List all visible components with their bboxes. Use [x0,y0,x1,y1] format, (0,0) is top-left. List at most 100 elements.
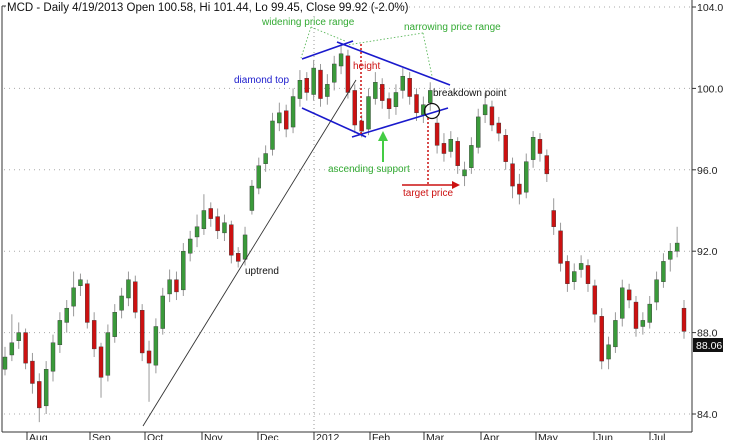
candle-body [373,82,378,99]
y-tick-label: 100.0 [697,83,723,95]
candle-body [222,222,227,234]
candle [380,78,385,109]
target-arrow-head-icon [452,181,460,189]
y-axis: 104.0 100.0 96.0 92.0 88.0 84.0 [692,2,723,421]
candle [194,214,200,248]
range-guides [300,26,433,77]
candle [78,273,83,296]
candle-body [585,265,591,284]
candle [626,283,632,309]
candle-body [112,312,117,337]
candle [352,84,357,134]
candle-body [146,350,152,364]
x-tick-label: Sep [92,432,111,440]
candle [386,92,392,119]
candle [434,116,440,154]
candle-body [23,332,28,364]
candle [428,82,433,111]
candle [524,153,529,199]
x-tick-label: May [538,432,559,440]
candle [153,318,159,374]
candle-body [174,279,179,293]
candle-body [85,283,90,323]
candle [235,247,241,268]
candle [167,269,172,303]
candle-body [393,92,399,107]
candle [469,137,474,174]
candle-body [476,116,481,148]
candle [105,324,111,382]
candle-body [201,210,207,230]
candle [208,202,213,227]
candle [620,279,625,327]
target-price-label: target price [403,188,453,199]
candle-body [441,143,447,154]
candle-body [50,342,56,372]
candle-body [626,289,632,301]
candle [517,173,522,205]
candle [668,243,673,272]
candle [50,334,56,382]
narrowing-range-label: narrowing price range [404,22,501,33]
candle-body [270,120,275,150]
candles [2,45,687,423]
candle [400,68,405,99]
candle-body [510,163,515,187]
candle [277,102,282,132]
candle [146,340,152,402]
candle-body [668,250,673,260]
candle [599,308,604,370]
candle-body [647,303,652,323]
candle-body [277,112,282,124]
candle-body [263,153,268,164]
candle [139,304,145,362]
x-tick-label: Feb [372,432,390,440]
candle-body [208,208,213,219]
candle-body [407,78,412,97]
candle-body [503,135,508,162]
candle-body [345,55,351,93]
x-tick-label: Dec [260,432,279,440]
candle [661,253,666,288]
diamond-top-label: diamond top [234,75,289,86]
y-tick-label: 88.0 [697,328,718,340]
candle-body [352,90,357,126]
candle [455,137,460,174]
candle-body [496,122,502,134]
candle-body [215,216,220,232]
ascending-support-label: ascending support [328,164,410,175]
candle [98,342,104,398]
diamond-pattern [301,40,451,138]
uptrend-line [142,79,357,427]
candle-body [37,381,42,409]
candle [448,131,454,158]
candle [133,275,138,319]
candle [64,300,69,333]
candle [633,295,639,337]
candle-body [572,271,577,282]
candle-body [78,279,83,286]
candle [572,263,577,290]
candle [126,271,131,307]
y-tick-label: 92.0 [697,246,718,258]
candle-body [462,169,467,177]
candle [30,352,35,394]
candle-body [380,84,385,101]
candle [16,322,21,349]
candle-body [91,320,97,350]
x-tick-label: Jul [652,432,665,440]
candle [606,336,611,370]
candle-body [332,63,337,83]
candle [9,314,15,362]
breakdown-label: breakdown point [433,88,507,99]
candle-body [599,316,604,362]
candle-body [681,307,687,332]
candle [174,271,179,301]
candle [37,373,42,423]
candle-body [524,161,529,193]
candle-body [544,155,550,175]
candle-body [235,253,241,262]
candle-body [318,69,323,99]
candle [263,145,268,172]
candle-body [434,122,440,146]
